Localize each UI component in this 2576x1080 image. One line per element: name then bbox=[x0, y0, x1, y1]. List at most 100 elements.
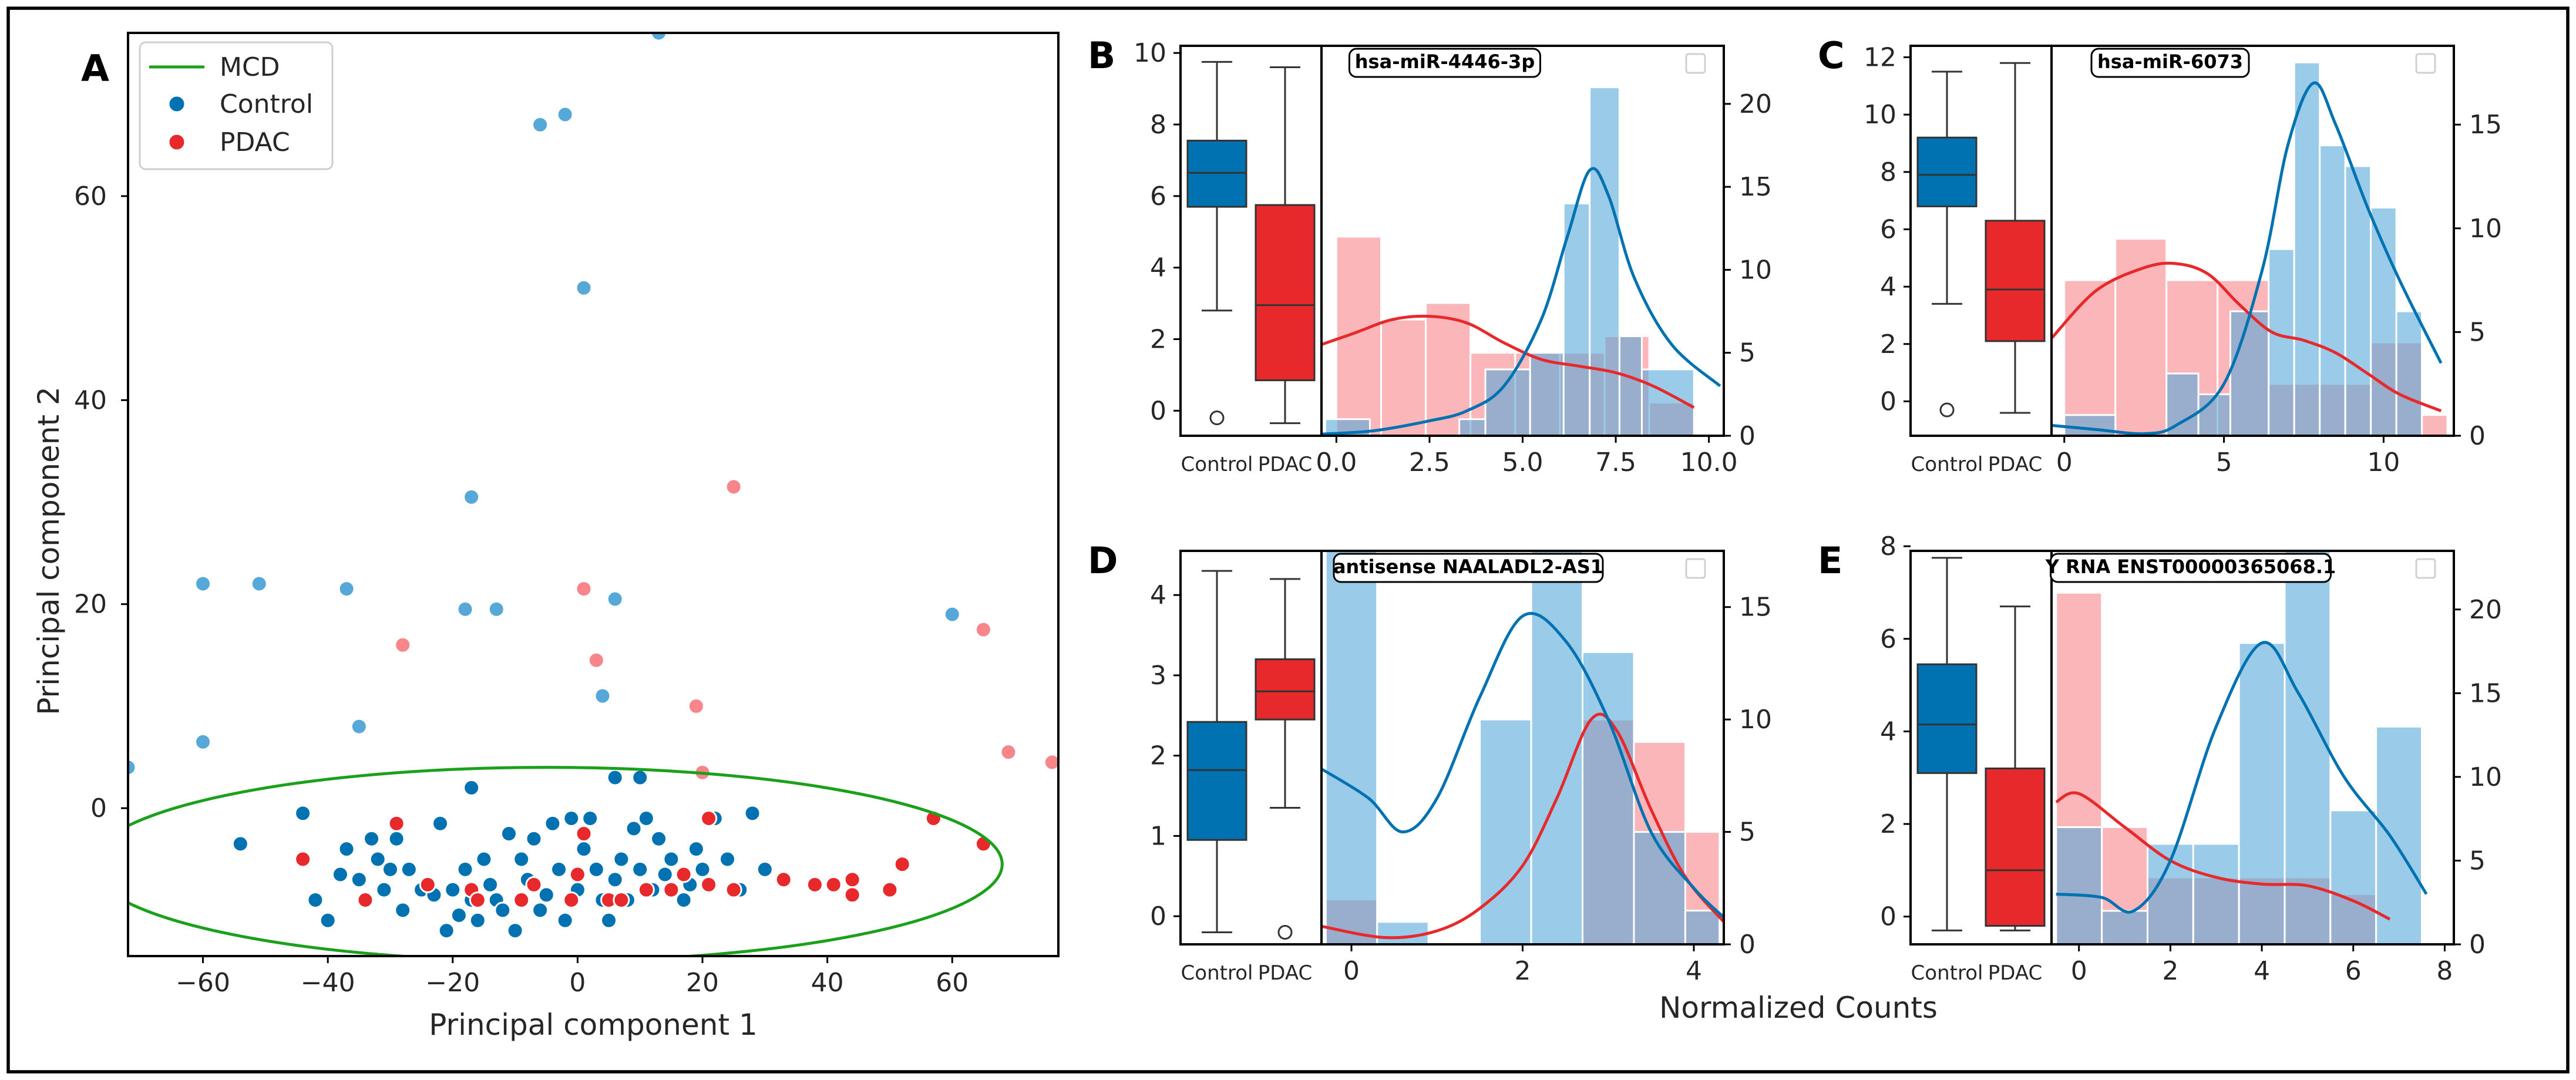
iqr-box bbox=[1186, 139, 1247, 208]
panel-label-e: E bbox=[1818, 539, 1842, 582]
hist-y-tick-label: 15 bbox=[1739, 172, 1772, 202]
control-point bbox=[463, 779, 480, 796]
control-point bbox=[363, 830, 381, 847]
hist-x-tick-label: 2 bbox=[2162, 956, 2178, 986]
control-outlier-point bbox=[487, 600, 505, 618]
pdac-outlier-point bbox=[575, 580, 593, 598]
control-point bbox=[469, 911, 486, 929]
hist-y-tick-label: 5 bbox=[1739, 817, 1756, 847]
gene-annotation-box bbox=[2090, 48, 2250, 78]
empty-legend-box bbox=[2415, 53, 2436, 74]
hist-y-tick-label: 5 bbox=[1739, 338, 1756, 368]
boxplot-y-tick-label: 12 bbox=[1864, 43, 1896, 73]
gene-annotation-box bbox=[2050, 553, 2332, 583]
control-point bbox=[544, 815, 561, 832]
hist-x-tick-label: 7.5 bbox=[1595, 448, 1636, 477]
control-point bbox=[494, 901, 512, 919]
control-hist-bar bbox=[1633, 831, 1686, 944]
boxplot-y-tick-label: 4 bbox=[1150, 580, 1166, 610]
outlier-marker bbox=[1209, 411, 1225, 426]
hist-y-tick-label: 15 bbox=[1739, 593, 1772, 623]
control-hist-bar bbox=[1582, 651, 1635, 944]
hist-y-tick-label: 5 bbox=[2469, 317, 2486, 347]
control-hist-bar bbox=[2284, 551, 2332, 944]
pdac-point bbox=[843, 871, 861, 889]
control-kde-line bbox=[2056, 641, 2428, 914]
hist-y-tick-label: 20 bbox=[1739, 89, 1772, 119]
pdac-hist-bar bbox=[1335, 235, 1382, 436]
control-point bbox=[650, 830, 668, 847]
boxplot-y-tick-label: 4 bbox=[1150, 253, 1166, 283]
control-hist-bar bbox=[2329, 809, 2377, 944]
control-boxplot bbox=[1186, 570, 1247, 933]
control-hist-bar bbox=[1530, 551, 1584, 944]
boxplot-y-tick-label: 1 bbox=[1150, 821, 1166, 851]
control-point bbox=[231, 835, 249, 853]
control-point bbox=[319, 911, 337, 929]
boxplot-y-tick-label: 6 bbox=[1150, 181, 1166, 211]
control-hist-bar bbox=[2101, 910, 2148, 944]
pdac-point bbox=[700, 810, 718, 827]
pdac-point bbox=[843, 886, 861, 904]
control-point bbox=[394, 901, 412, 919]
control-point bbox=[532, 901, 549, 919]
pdac-outlier-point bbox=[725, 478, 742, 496]
pdac-boxplot bbox=[1985, 605, 2046, 931]
boxplot-y-tick-label: 6 bbox=[1880, 624, 1896, 654]
pdac-point bbox=[563, 891, 580, 909]
control-point bbox=[331, 866, 349, 883]
control-hist-bar bbox=[2055, 826, 2103, 944]
control-hist-bar bbox=[2165, 372, 2200, 436]
hist-y-tick-label: 10 bbox=[2469, 214, 2502, 244]
control-point bbox=[375, 881, 393, 899]
boxplot-y-tick-label: 8 bbox=[1150, 110, 1166, 140]
control-point bbox=[637, 810, 655, 827]
pdac-kde-line bbox=[1321, 314, 1695, 409]
hist-x-tick-label: 4 bbox=[1686, 956, 1702, 986]
hist-x-tick-label: 0 bbox=[1343, 956, 1360, 986]
boxplot-y-tick-label: 8 bbox=[1880, 157, 1896, 187]
boxplot-y-tick-label: 0 bbox=[1880, 386, 1896, 416]
control-hist-bar bbox=[2344, 165, 2372, 436]
hist-x-tick-label: 0 bbox=[2056, 448, 2073, 477]
control-point bbox=[581, 810, 599, 827]
iqr-box bbox=[1985, 220, 2046, 342]
control-hist-bar bbox=[2268, 248, 2295, 436]
pca-y-tick-label: 0 bbox=[90, 793, 107, 823]
boxplot-category-label: Control bbox=[1911, 961, 1983, 985]
pca-axes-frame bbox=[127, 32, 1060, 957]
pdac-outlier-point bbox=[1043, 753, 1058, 771]
control-point bbox=[294, 805, 312, 822]
pdac-outlier-point bbox=[394, 636, 412, 654]
hist-content bbox=[1321, 551, 1724, 944]
pdac-outlier-point bbox=[587, 651, 605, 669]
pca-x-tick-label: −40 bbox=[301, 968, 355, 998]
control-point bbox=[307, 891, 324, 909]
pdac-point bbox=[357, 891, 374, 909]
control-point bbox=[719, 850, 737, 868]
boxplot-y-tick-label: 2 bbox=[1150, 325, 1166, 355]
control-point bbox=[537, 886, 555, 904]
control-outlier-point bbox=[594, 687, 611, 705]
control-kde-line bbox=[2052, 81, 2443, 436]
control-point bbox=[506, 922, 524, 940]
gene-annotation-label: Y RNA ENST00000365068.1 bbox=[2045, 556, 2336, 578]
control-point bbox=[631, 769, 649, 786]
pdac-point bbox=[663, 881, 680, 899]
boxplot-category-label: PDAC bbox=[1258, 961, 1313, 985]
legend-pdac-swatch bbox=[167, 133, 186, 152]
empty-legend-box bbox=[2415, 558, 2436, 579]
boxplot-y-tick-label: 0 bbox=[1880, 902, 1896, 932]
control-point bbox=[475, 850, 493, 868]
control-point bbox=[687, 840, 705, 858]
control-point bbox=[438, 922, 455, 940]
pdac-hist-bar bbox=[2421, 414, 2449, 436]
control-point bbox=[575, 840, 593, 858]
control-point bbox=[432, 815, 449, 832]
hist-y-tick-label: 0 bbox=[1739, 930, 1756, 960]
hist-x-tick-label: 8 bbox=[2436, 956, 2453, 986]
control-hist-bar bbox=[1684, 910, 1721, 944]
pdac-point bbox=[775, 871, 792, 889]
